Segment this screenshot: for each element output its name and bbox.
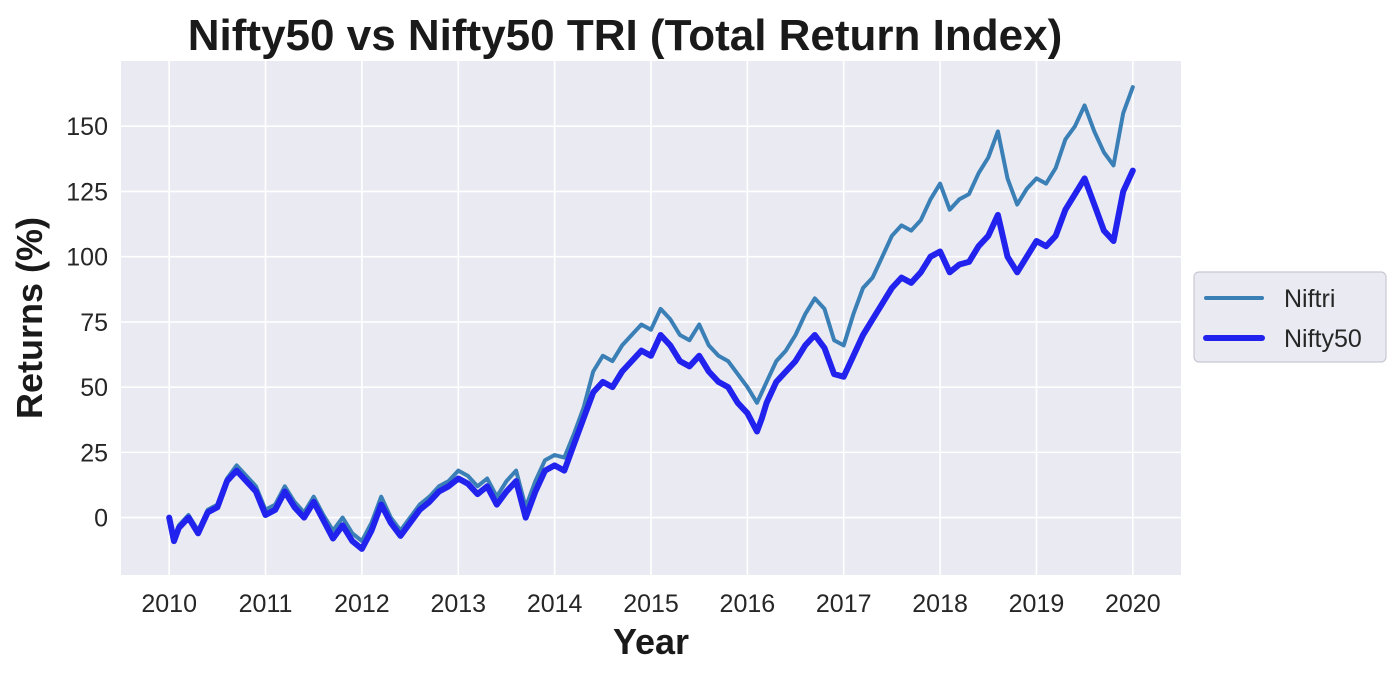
x-tick-label: 2016 <box>720 590 776 618</box>
y-tick-label: 100 <box>66 244 108 272</box>
x-tick-label: 2012 <box>334 590 390 618</box>
y-tick-label: 0 <box>94 505 108 533</box>
legend: Niftri Nifty50 <box>1193 271 1387 363</box>
series-line-nifty50 <box>166 167 1136 552</box>
x-axis-label: Year <box>613 621 689 662</box>
legend-label: Niftri <box>1284 285 1335 313</box>
y-tick-label: 125 <box>66 178 108 206</box>
y-axis-ticks: 0 25 50 75 100 125 150 <box>66 113 108 532</box>
legend-label: Nifty50 <box>1284 325 1362 353</box>
x-tick-label: 2011 <box>239 590 293 618</box>
x-tick-label: 2015 <box>623 590 679 618</box>
x-tick-label: 2020 <box>1105 590 1161 618</box>
chart-title: Nifty50 vs Nifty50 TRI (Total Return Ind… <box>188 11 1062 60</box>
y-tick-label: 75 <box>80 309 108 337</box>
y-axis-label: Returns (%) <box>9 217 50 419</box>
x-axis-ticks: 2010 2011 2012 2013 2014 2015 2016 2017 2018 2019… <box>141 590 1160 618</box>
y-tick-label: 150 <box>66 113 108 141</box>
x-tick-label: 2019 <box>1009 590 1065 618</box>
x-tick-label: 2013 <box>430 590 486 618</box>
y-tick-label: 25 <box>80 439 108 467</box>
x-tick-label: 2018 <box>912 590 968 618</box>
series-lines <box>166 85 1136 552</box>
y-tick-label: 50 <box>80 374 108 402</box>
x-tick-label: 2014 <box>527 590 583 618</box>
x-tick-label: 2010 <box>141 590 197 618</box>
x-tick-label: 2017 <box>816 590 872 618</box>
grid <box>121 61 1181 575</box>
